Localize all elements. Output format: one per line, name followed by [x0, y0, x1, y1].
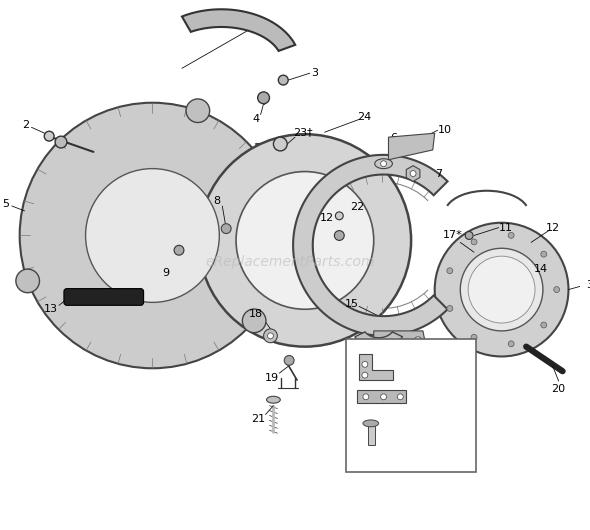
Text: 22: 22 [350, 202, 364, 212]
Text: 8: 8 [213, 196, 220, 206]
Circle shape [394, 343, 402, 351]
Circle shape [242, 309, 266, 333]
Circle shape [554, 287, 560, 293]
Ellipse shape [363, 420, 379, 427]
Circle shape [363, 394, 369, 400]
Text: 1: 1 [265, 25, 272, 35]
Text: 20: 20 [552, 384, 566, 394]
Circle shape [508, 341, 514, 347]
Circle shape [335, 212, 343, 220]
Text: 25: 25 [410, 349, 424, 359]
Bar [346, 339, 476, 472]
Polygon shape [388, 133, 435, 160]
Text: 21: 21 [251, 414, 266, 425]
Circle shape [86, 169, 219, 303]
Text: 6: 6 [390, 133, 397, 143]
Circle shape [541, 322, 547, 328]
Polygon shape [293, 155, 448, 336]
Text: 11: 11 [499, 223, 513, 233]
Ellipse shape [375, 159, 392, 169]
Circle shape [335, 231, 344, 241]
Circle shape [381, 161, 386, 166]
Text: 26: 26 [419, 392, 434, 402]
Circle shape [267, 333, 273, 339]
Text: 24: 24 [357, 112, 371, 122]
Circle shape [468, 256, 535, 323]
Circle shape [435, 223, 569, 357]
Circle shape [447, 268, 453, 273]
Polygon shape [407, 166, 420, 181]
Polygon shape [355, 332, 402, 348]
Circle shape [362, 372, 368, 378]
Text: 10: 10 [438, 125, 451, 135]
Bar [368, 425, 375, 445]
Circle shape [508, 232, 514, 238]
Circle shape [174, 245, 184, 255]
Circle shape [414, 337, 422, 344]
Text: 12: 12 [546, 223, 560, 233]
Text: 27: 27 [390, 448, 405, 458]
Circle shape [258, 92, 270, 104]
Text: eReplacementParts.com: eReplacementParts.com [205, 255, 375, 269]
Polygon shape [373, 331, 428, 370]
Circle shape [541, 251, 547, 257]
Circle shape [381, 394, 386, 400]
Text: 14: 14 [534, 264, 548, 274]
Circle shape [264, 329, 277, 343]
Circle shape [465, 232, 473, 240]
Text: 23†: 23† [293, 127, 313, 137]
Text: 15: 15 [345, 299, 359, 310]
Circle shape [471, 334, 477, 340]
Text: 4: 4 [252, 114, 259, 125]
Circle shape [471, 239, 477, 245]
Text: 9: 9 [163, 268, 170, 278]
Ellipse shape [267, 396, 280, 403]
Text: 16: 16 [428, 356, 442, 365]
Circle shape [410, 171, 416, 176]
Text: 12: 12 [319, 213, 333, 223]
Polygon shape [182, 10, 295, 51]
Circle shape [19, 103, 285, 368]
Circle shape [278, 75, 288, 85]
FancyBboxPatch shape [64, 289, 143, 305]
Circle shape [273, 137, 287, 151]
Circle shape [236, 172, 373, 310]
Text: 7: 7 [435, 169, 442, 179]
Circle shape [186, 99, 209, 122]
Circle shape [44, 131, 54, 141]
Polygon shape [359, 354, 394, 380]
Circle shape [55, 136, 67, 148]
Text: 3: 3 [312, 68, 318, 78]
Text: 17*: 17* [442, 231, 463, 241]
Circle shape [221, 224, 231, 234]
Circle shape [362, 361, 368, 367]
Circle shape [460, 248, 543, 331]
Text: 19: 19 [264, 373, 278, 383]
Circle shape [284, 356, 294, 365]
Bar [357, 390, 406, 403]
Text: 3: 3 [586, 280, 590, 290]
Circle shape [447, 305, 453, 312]
Circle shape [199, 134, 411, 347]
Circle shape [16, 269, 40, 293]
Text: 2: 2 [22, 120, 29, 130]
Text: 18: 18 [248, 309, 263, 319]
Text: 5: 5 [2, 199, 9, 209]
Text: 13: 13 [44, 304, 58, 314]
Circle shape [397, 394, 403, 400]
